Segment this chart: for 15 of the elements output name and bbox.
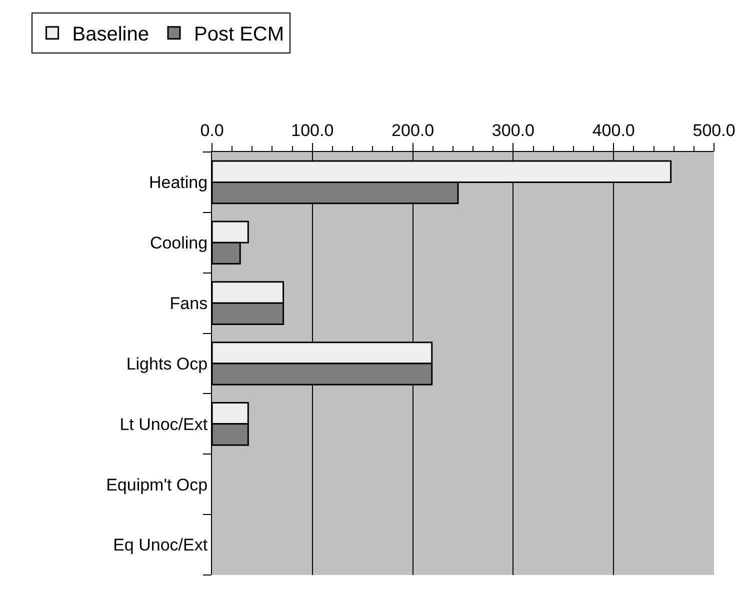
x-tick-label: 0.0 [200,121,224,140]
legend-label: Baseline [72,24,149,46]
x-tick-label: 100.0 [291,121,334,140]
y-tick-label: Eq Unoc/Ext [113,536,208,555]
y-tick-label: Fans [170,294,208,314]
x-tick-label: 500.0 [692,121,736,140]
y-tick-label: Equipm't Ocp [106,475,208,494]
x-tick-label: 200.0 [392,121,434,140]
x-tick-label: 300.0 [492,121,534,140]
y-tick-label: Cooling [150,234,208,253]
y-tick-label: Heating [148,173,208,192]
y-tick-label: Lt Unoc/Ext [120,414,208,434]
x-tick-label: 400.0 [592,121,635,140]
legend-label: Post ECM [194,24,284,46]
y-tick-label: Lights Ocp [126,354,208,374]
